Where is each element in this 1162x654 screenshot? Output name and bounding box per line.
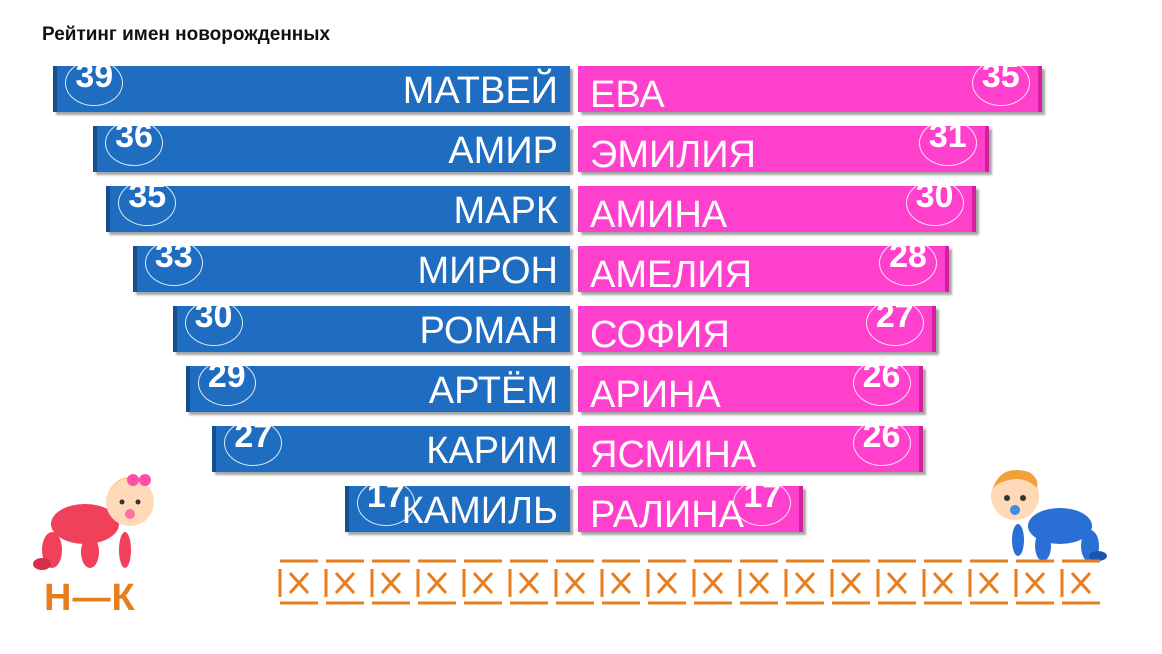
girl-name-label: АМЕЛИЯ [590,254,753,296]
cross-box-icon [462,559,502,605]
boy-name-label: КАРИМ [426,430,558,472]
cross-box-icon [692,559,732,605]
girl-count-badge: 17 [733,479,792,526]
boy-bar: 39 МАТВЕЙ [53,59,570,112]
boy-bar: 17 КАМИЛЬ [344,479,570,532]
girl-bar: РАЛИНА 17 [578,479,804,536]
boy-bar: 33 МИРОН [132,239,570,292]
boy-name-label: КАМИЛЬ [401,490,558,532]
boy-count-badge: 33 [144,239,203,286]
boy-count-badge: 17 [356,479,415,526]
boy-name-label: АМИР [448,130,558,172]
cross-box-icon [784,559,824,605]
girl-name-label: ЯСМИНА [590,434,757,476]
boy-bar: 36 АМИР [93,119,570,172]
cross-box-icon [830,559,870,605]
girl-bar: ЭМИЛИЯ 31 [578,119,989,176]
girl-count-badge: 27 [865,299,924,346]
girl-count-badge: 26 [852,359,911,406]
girl-name-label: СОФИЯ [590,314,730,356]
boy-bar: 27 КАРИМ [212,419,570,472]
boy-bar: 29 АРТЁМ [185,359,570,412]
girl-bar: ЕВА 35 [578,59,1042,116]
girl-bar: АМЕЛИЯ 28 [578,239,949,296]
girl-bar: ЯСМИНА 26 [578,419,923,476]
cross-box-icon [324,559,364,605]
boy-count-badge: 30 [184,299,243,346]
cross-box-icon [278,559,318,605]
girl-name-label: ЭМИЛИЯ [590,134,756,176]
cross-box-icon [646,559,686,605]
boy-count-badge: 29 [197,359,256,406]
boy-bar: 30 РОМАН [172,299,570,352]
boy-name-label: РОМАН [419,310,558,352]
girl-count-badge: 35 [971,59,1030,106]
baby-girl-crawling-icon [33,474,154,570]
cross-box-icon [738,559,778,605]
boy-count-badge: 36 [105,119,163,166]
cross-box-icon [922,559,962,605]
cross-box-row [278,559,1100,605]
girl-count-badge: 31 [918,119,977,166]
girl-bar: СОФИЯ 27 [578,299,936,356]
girl-count-badge: 28 [879,239,937,286]
girl-bar: АМИНА 30 [578,179,976,236]
cross-box-icon [370,559,410,605]
boy-count-badge: 27 [224,419,283,466]
cross-box-icon [416,559,456,605]
boy-name-label: МАТВЕЙ [402,70,558,112]
girl-count-badge: 26 [852,419,911,466]
girl-name-label: АРИНА [590,374,721,416]
boy-name-label: АРТЁМ [428,370,558,412]
boy-count-badge: 35 [118,179,177,226]
girl-name-label: АМИНА [590,194,728,236]
logo-text: Н—К [44,577,136,619]
baby-boy-crawling-icon [991,470,1107,562]
chart-title: Рейтинг имен новорожденных [42,24,331,45]
cross-box-icon [876,559,916,605]
cross-box-icon [968,559,1008,605]
cross-box-icon [600,559,640,605]
boy-count-badge: 39 [65,59,124,106]
girl-bar: АРИНА 26 [578,359,923,416]
boy-name-label: МИРОН [417,250,558,292]
boy-name-label: МАРК [453,190,558,232]
cross-box-icon [1014,559,1054,605]
girl-count-badge: 30 [905,179,964,226]
girl-name-label: РАЛИНА [590,494,745,536]
girl-name-label: ЕВА [590,74,665,116]
cross-box-icon [554,559,594,605]
boy-bar: 35 МАРК [106,179,570,232]
cross-box-icon [508,559,548,605]
cross-box-icon [1060,559,1100,605]
